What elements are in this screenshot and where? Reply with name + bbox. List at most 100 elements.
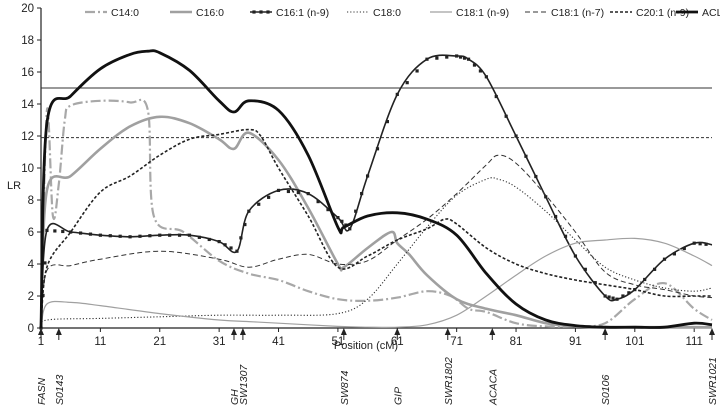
marker-arrow (38, 328, 44, 335)
series-point (276, 188, 281, 192)
series-point (682, 246, 686, 251)
marker-label: FASN (36, 377, 48, 405)
series-line-2 (40, 54, 713, 329)
series-point (544, 195, 548, 199)
series-point (348, 227, 352, 231)
y-tick-label: 18 (21, 35, 34, 47)
series-point (243, 222, 247, 227)
x-tick-label: 81 (510, 336, 523, 348)
series-point (415, 69, 419, 73)
marker-label: SW874 (339, 370, 351, 405)
series-point (296, 190, 300, 195)
series-point (247, 209, 251, 213)
marker-label: S0106 (600, 374, 612, 405)
legend-item: C16:0 (170, 7, 224, 19)
x-tick-label: 21 (153, 336, 166, 348)
series-point (138, 234, 142, 238)
series-point (478, 69, 483, 73)
series-line-5 (40, 154, 713, 329)
legend-item: C14:0 (85, 7, 139, 19)
series-point (316, 200, 320, 204)
marker-label: GH (229, 389, 241, 405)
series-line-6 (40, 128, 712, 329)
marker-label: S0143 (54, 374, 66, 405)
series-point (514, 134, 518, 138)
y-tick-label: 2 (28, 291, 34, 303)
series-point (425, 57, 429, 61)
series-point (385, 120, 389, 124)
series-point (607, 295, 611, 299)
marker-arrow (230, 328, 237, 335)
x-tick-label: 1 (38, 336, 44, 348)
series-point (472, 63, 477, 67)
series-point (484, 75, 488, 79)
y-tick-label: 12 (21, 131, 34, 143)
series-point (494, 94, 498, 99)
series-point (340, 219, 344, 223)
series-point (603, 294, 607, 298)
legend-swatch-point (252, 10, 256, 14)
series-point (207, 237, 211, 242)
series-point (217, 240, 221, 244)
series-point (395, 92, 399, 96)
series-point (563, 234, 568, 238)
legend-label: ACL (702, 7, 720, 19)
legend-item: C18:1 (n-9) (430, 7, 509, 19)
series-point (698, 242, 702, 246)
marker-arrow (444, 328, 451, 335)
marker-arrow (489, 328, 496, 335)
series-point (360, 192, 364, 196)
series-point (554, 214, 558, 219)
y-tick-label: 6 (28, 227, 34, 239)
x-tick-label: 111 (685, 336, 702, 348)
legend-swatch-point (266, 10, 270, 14)
series-point (78, 231, 83, 235)
marker-arrow (239, 328, 246, 335)
y-tick-label: 0 (28, 323, 34, 335)
legend-label: C18:0 (373, 7, 401, 19)
y-tick-label: 8 (28, 195, 34, 207)
series-point (524, 154, 528, 158)
legend-label: C16:1 (n-9) (276, 7, 329, 19)
series-point (573, 254, 578, 258)
marker-arrow (394, 328, 401, 335)
series-group (39, 49, 713, 330)
x-tick-label: 101 (625, 336, 644, 348)
series-point (611, 296, 615, 300)
series-point (455, 54, 459, 58)
legend-label: C14:0 (111, 7, 139, 19)
series-point (615, 297, 619, 301)
series-point (168, 233, 172, 237)
y-tick-label: 20 (21, 3, 34, 15)
x-tick-label: 91 (569, 336, 582, 348)
legend-item: C18:1 (n-7) (525, 7, 604, 19)
marker-label: GIP (392, 387, 404, 405)
series-point (627, 291, 631, 295)
series-point (375, 147, 380, 151)
series-point (128, 235, 132, 239)
x-tick-label: 31 (213, 336, 226, 348)
series-point (286, 189, 291, 194)
series-point (504, 114, 508, 118)
series-point (187, 233, 192, 237)
marker-label: SWR1802 (443, 357, 455, 405)
series-point (223, 243, 227, 247)
series-line-4 (40, 237, 713, 329)
series-point (692, 241, 696, 245)
series-point (459, 55, 463, 59)
x-axis-title: Position (cM) (334, 340, 398, 352)
series-point (652, 267, 657, 271)
legend-label: C16:0 (196, 7, 224, 19)
series-point (621, 294, 625, 298)
series-point (235, 249, 239, 253)
series-point (108, 234, 112, 238)
y-tick-label: 16 (21, 67, 34, 79)
series-point (704, 242, 708, 246)
x-tick-label: 71 (450, 336, 463, 348)
legend-item: C16:1 (n-9) (250, 7, 329, 19)
series-point (672, 252, 676, 256)
y-tick-label: 10 (21, 163, 34, 175)
series-point (462, 56, 467, 60)
series-point (229, 246, 233, 250)
